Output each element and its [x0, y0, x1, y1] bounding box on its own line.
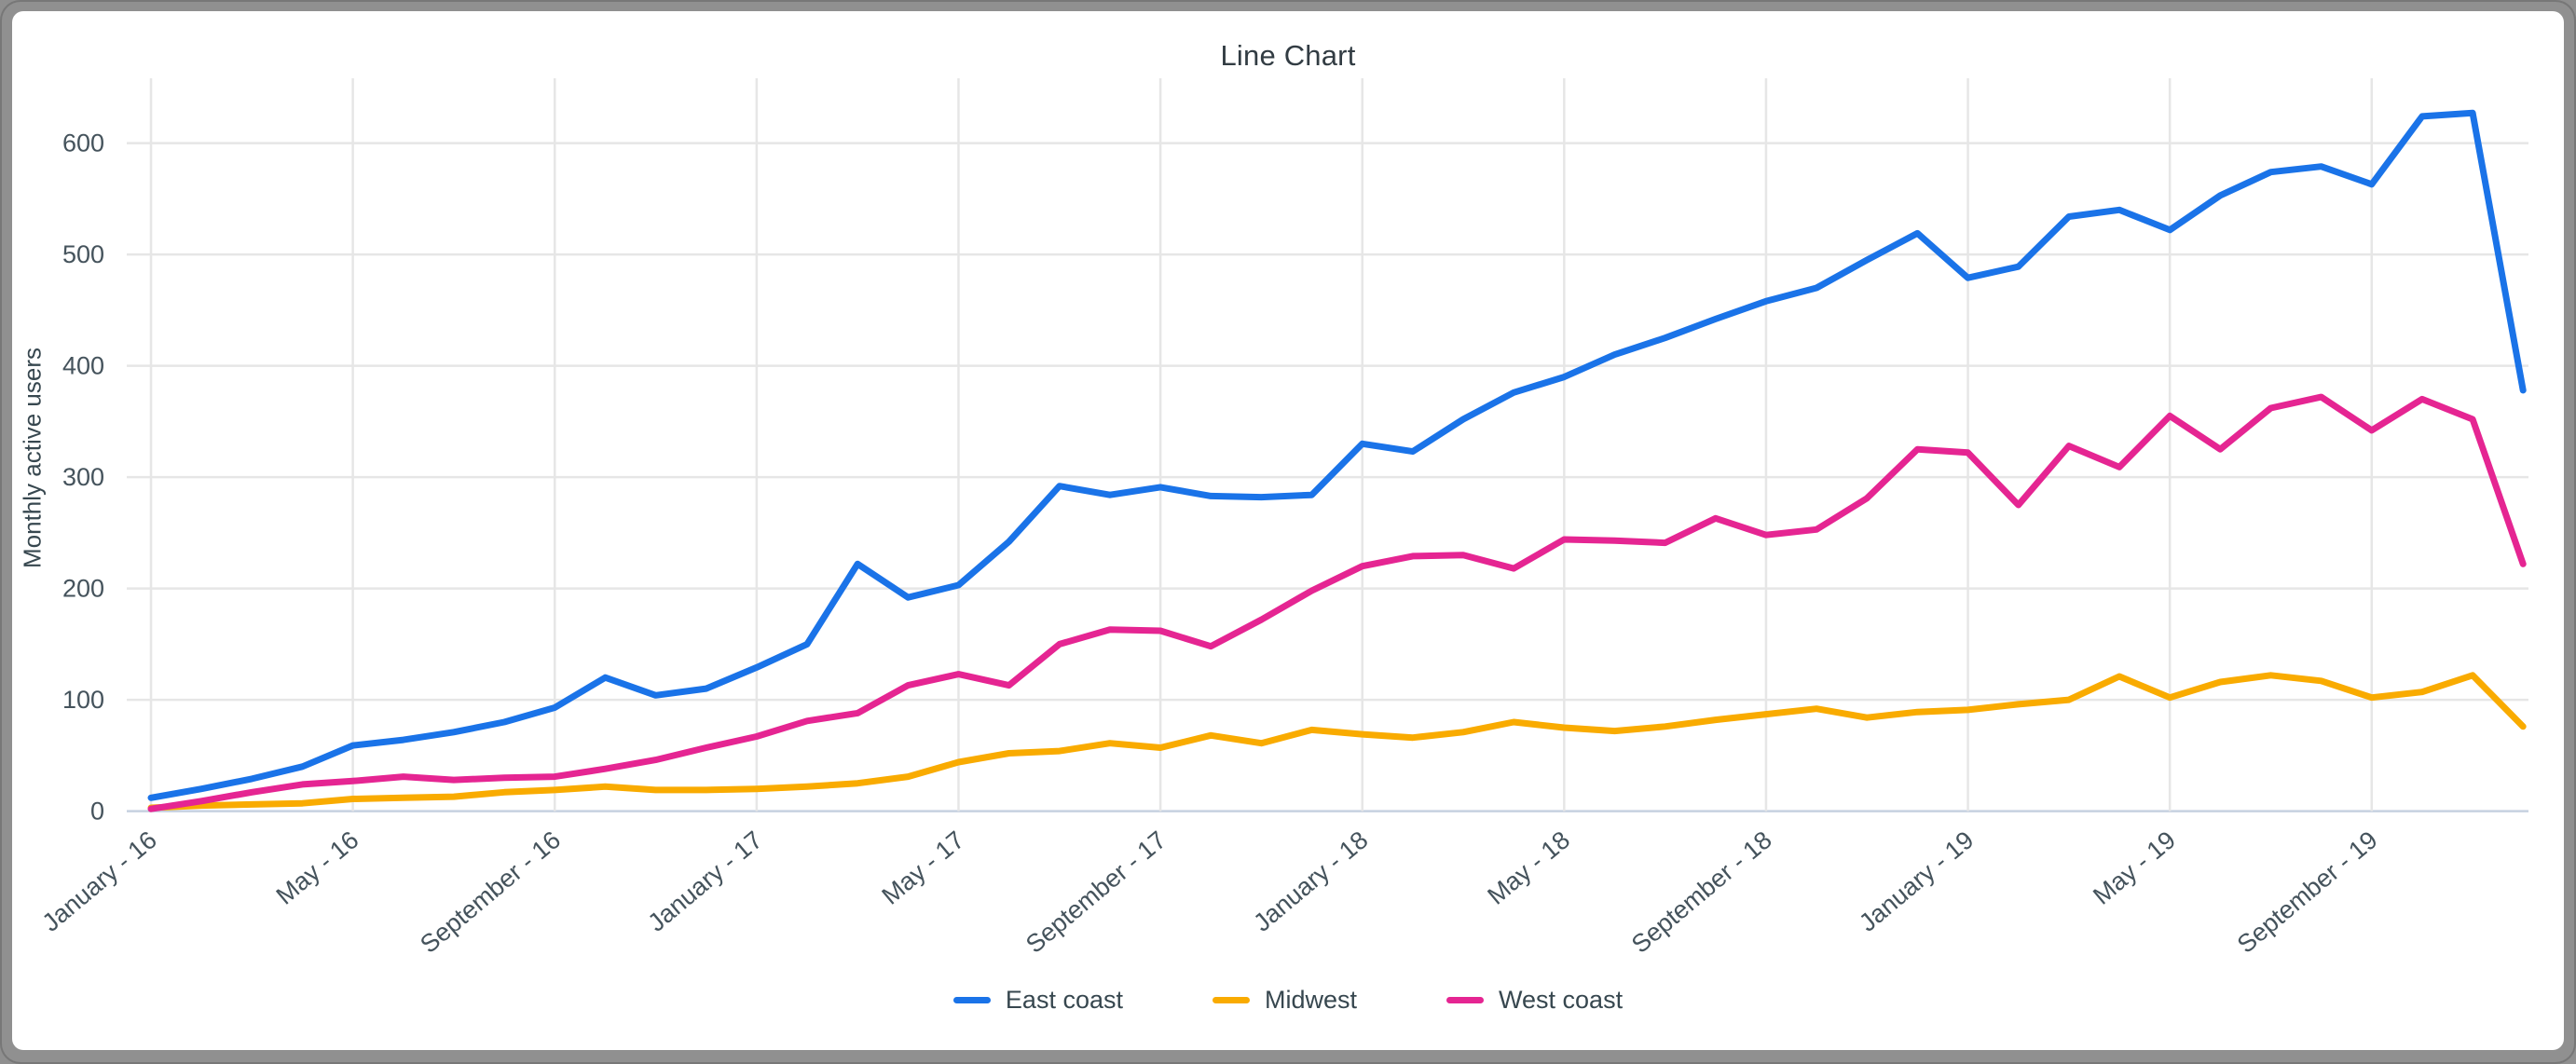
legend-swatch-west-coast [1446, 997, 1485, 1003]
legend-item-midwest: Midwest [1212, 986, 1358, 1015]
legend-swatch-midwest [1212, 997, 1250, 1003]
x-tick-label: May - 19 [2088, 825, 2181, 910]
y-tick-label: 400 [62, 352, 104, 380]
y-tick-label: 600 [62, 130, 104, 157]
x-tick-label: September - 16 [415, 825, 566, 959]
legend-label-east-coast: East coast [1005, 986, 1123, 1014]
x-tick-label: January - 18 [1248, 825, 1373, 936]
chart-card: Line Chart Monthly active users 0 100 200 3… [12, 11, 2564, 1050]
legend-swatch-east-coast [952, 997, 991, 1003]
series-line-midwest [147, 672, 2527, 812]
x-tick-label: May - 17 [877, 825, 970, 910]
legend-item-west-coast: West coast [1446, 986, 1623, 1015]
y-tick-label: 300 [62, 463, 104, 491]
x-tick-label: May - 18 [1482, 825, 1575, 910]
y-tick-label: 0 [90, 798, 104, 825]
legend-label-west-coast: West coast [1499, 986, 1624, 1014]
chart-title: Line Chart [1220, 39, 1356, 72]
x-tick-label: January - 17 [642, 825, 767, 936]
x-tick-label: September - 18 [1626, 825, 1777, 959]
legend-label-midwest: Midwest [1264, 986, 1358, 1014]
series-line-east-coast [147, 109, 2527, 801]
series-line-west-coast [147, 393, 2527, 812]
legend: East coast Midwest West coast [12, 986, 2564, 1015]
y-tick-label: 500 [62, 240, 104, 268]
x-tick-label: September - 17 [1021, 825, 1172, 959]
x-tick-label: September - 19 [2232, 825, 2383, 959]
x-tick-label: May - 16 [271, 825, 364, 910]
plot-area: 0 100 200 300 400 500 600 January - 16 May - 16 S… [37, 78, 2528, 959]
x-tick-label: January - 19 [1854, 825, 1979, 936]
x-tick-label: January - 16 [37, 825, 162, 936]
y-tick-label: 100 [62, 686, 104, 714]
y-tick-label: 200 [62, 575, 104, 603]
legend-item-east-coast: East coast [952, 986, 1123, 1015]
